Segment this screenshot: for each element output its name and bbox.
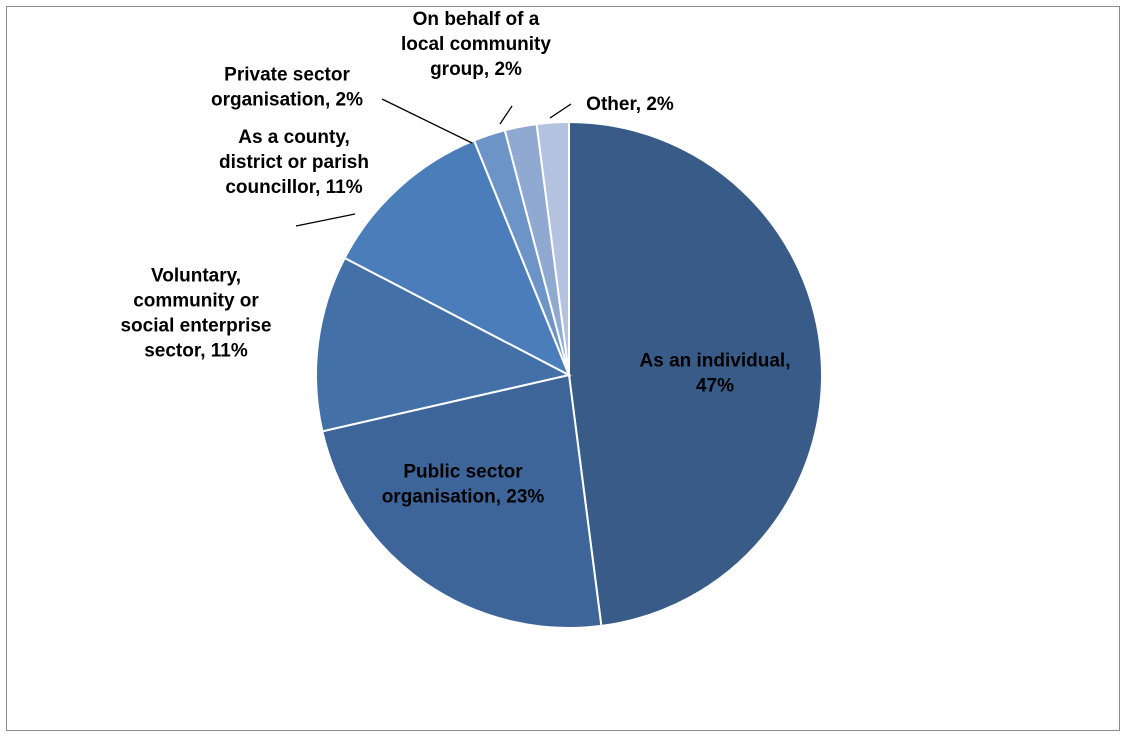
leader-lines	[295, 98, 572, 227]
slice-label-2: Public sector organisation, 23%	[382, 462, 545, 508]
slice-label-7: Other, 2%	[586, 94, 674, 115]
pie-slice-1	[568, 120, 823, 628]
slice-labels: As an individual, 47% Public sector organis…	[120, 9, 790, 508]
pie-slice-4	[343, 139, 571, 378]
leader-line-5	[381, 98, 473, 144]
slice-label-5: Private sector organisation, 2%	[211, 65, 363, 111]
slice-label-3: Voluntary, community or social enterprise s…	[120, 266, 271, 362]
leader-line-4	[295, 213, 356, 227]
pie-slices	[315, 120, 823, 629]
slice-label-4: As a county, district or parish councillor…	[219, 127, 369, 198]
slice-label-1: As an individual, 47%	[640, 351, 791, 397]
pie-slice-2	[321, 373, 603, 629]
leader-line-6	[499, 105, 513, 125]
pie-slice-3	[315, 256, 572, 433]
pie-slice-7	[535, 120, 570, 376]
leader-line-7	[549, 103, 572, 119]
slice-label-6: On behalf of a local community group, 2%	[401, 9, 551, 80]
